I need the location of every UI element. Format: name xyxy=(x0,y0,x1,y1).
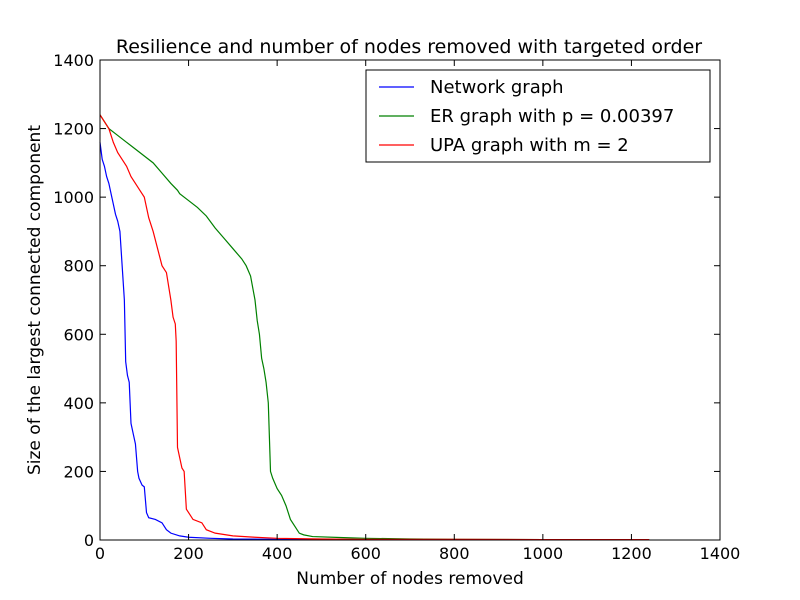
legend-label-1: Network graph xyxy=(430,77,564,98)
x-tick-label: 400 xyxy=(262,544,293,563)
x-tick-label: 0 xyxy=(95,544,105,563)
plot-area xyxy=(99,114,650,541)
legend: Network graph ER graph with p = 0.00397 UP… xyxy=(365,69,711,163)
plot-frame xyxy=(99,59,721,541)
series-line-1 xyxy=(99,142,650,541)
legend-box xyxy=(365,69,711,163)
axis-ticks: 0 200 400 600 800 1000 1200 1400 0 200 400 600 800 10… xyxy=(53,51,740,563)
y-tick-label: 0 xyxy=(84,531,94,550)
series-line-3 xyxy=(99,114,650,541)
x-tick-label: 1000 xyxy=(522,544,563,563)
y-tick-label: 1000 xyxy=(53,188,94,207)
y-tick-label: 400 xyxy=(63,394,94,413)
x-tick-label: 1400 xyxy=(700,544,741,563)
x-tick-label: 800 xyxy=(439,544,470,563)
y-tick-label: 800 xyxy=(63,257,94,276)
chart-title: Resilience and number of nodes removed w… xyxy=(116,36,702,58)
legend-label-2: ER graph with p = 0.00397 xyxy=(430,106,674,127)
y-axis-label: Size of the largest connected component xyxy=(25,125,45,475)
legend-label-3: UPA graph with m = 2 xyxy=(430,135,629,156)
y-tick-label: 1400 xyxy=(53,51,94,70)
y-tick-label: 600 xyxy=(63,325,94,344)
x-tick-label: 1200 xyxy=(611,544,652,563)
series-line-2 xyxy=(99,114,650,541)
y-tick-label: 200 xyxy=(63,462,94,481)
x-axis-label: Number of nodes removed xyxy=(296,569,524,589)
y-tick-label: 1200 xyxy=(53,120,94,139)
x-tick-label: 200 xyxy=(173,544,204,563)
x-tick-label: 600 xyxy=(350,544,381,563)
